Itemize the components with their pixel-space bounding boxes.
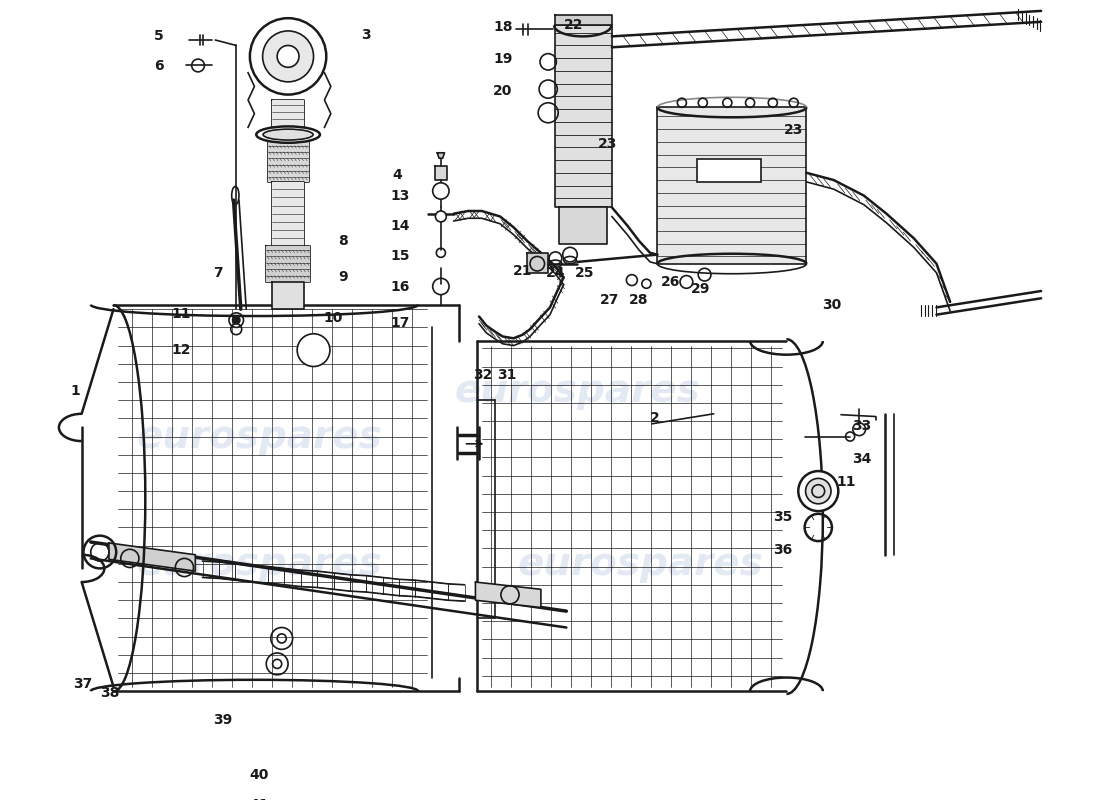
Text: 31: 31 bbox=[497, 368, 517, 382]
Text: 24: 24 bbox=[546, 266, 565, 280]
Polygon shape bbox=[268, 141, 309, 182]
Text: 2: 2 bbox=[650, 411, 660, 426]
Text: 20: 20 bbox=[493, 84, 513, 98]
Circle shape bbox=[277, 46, 299, 67]
Polygon shape bbox=[272, 282, 305, 310]
Text: 23: 23 bbox=[597, 137, 617, 150]
Text: 5: 5 bbox=[154, 30, 164, 43]
Circle shape bbox=[436, 211, 447, 222]
Text: 7: 7 bbox=[213, 266, 223, 280]
Text: 34: 34 bbox=[852, 452, 871, 466]
Text: 21: 21 bbox=[513, 264, 532, 278]
Text: 40: 40 bbox=[250, 768, 268, 782]
Text: 17: 17 bbox=[390, 316, 409, 330]
Text: 3: 3 bbox=[362, 27, 371, 42]
Text: 36: 36 bbox=[773, 543, 792, 558]
Polygon shape bbox=[437, 153, 444, 158]
Text: 18: 18 bbox=[493, 20, 513, 34]
Text: 16: 16 bbox=[390, 280, 409, 294]
Text: 29: 29 bbox=[691, 282, 711, 296]
Circle shape bbox=[805, 478, 830, 504]
Text: 26: 26 bbox=[661, 275, 681, 289]
Text: 9: 9 bbox=[338, 270, 348, 284]
Text: 33: 33 bbox=[852, 418, 871, 433]
Text: 38: 38 bbox=[100, 686, 120, 700]
Text: 11: 11 bbox=[837, 475, 856, 489]
Polygon shape bbox=[554, 14, 612, 26]
Circle shape bbox=[432, 182, 449, 199]
Text: 35: 35 bbox=[773, 510, 792, 523]
Polygon shape bbox=[272, 182, 305, 246]
Text: 1: 1 bbox=[70, 384, 80, 398]
Text: 28: 28 bbox=[629, 293, 649, 307]
Text: 37: 37 bbox=[73, 677, 92, 691]
Text: eurospares: eurospares bbox=[454, 372, 701, 410]
Circle shape bbox=[297, 334, 330, 366]
Polygon shape bbox=[272, 100, 305, 141]
Text: 32: 32 bbox=[473, 368, 493, 382]
Polygon shape bbox=[272, 182, 305, 246]
Polygon shape bbox=[109, 543, 196, 571]
Text: 6: 6 bbox=[154, 59, 164, 74]
Polygon shape bbox=[554, 26, 612, 207]
Text: 23: 23 bbox=[784, 123, 803, 137]
Text: 25: 25 bbox=[575, 266, 594, 280]
Text: 19: 19 bbox=[493, 52, 513, 66]
Bar bbox=[697, 159, 761, 182]
Circle shape bbox=[263, 31, 313, 82]
Text: 12: 12 bbox=[172, 343, 191, 357]
Text: eurospares: eurospares bbox=[518, 545, 763, 583]
Text: 13: 13 bbox=[390, 189, 409, 202]
Polygon shape bbox=[268, 141, 309, 182]
Text: 8: 8 bbox=[338, 234, 348, 248]
Text: eurospares: eurospares bbox=[136, 418, 382, 455]
Text: 41: 41 bbox=[250, 798, 268, 800]
Text: 4: 4 bbox=[393, 168, 403, 182]
Text: 14: 14 bbox=[390, 218, 409, 233]
Polygon shape bbox=[475, 582, 541, 607]
Text: 22: 22 bbox=[564, 18, 583, 33]
Text: 27: 27 bbox=[601, 293, 619, 307]
Polygon shape bbox=[434, 166, 448, 180]
Ellipse shape bbox=[263, 129, 313, 140]
Text: 30: 30 bbox=[823, 298, 842, 312]
Polygon shape bbox=[266, 246, 310, 282]
Text: 39: 39 bbox=[213, 714, 232, 727]
Polygon shape bbox=[559, 207, 607, 244]
Circle shape bbox=[799, 471, 838, 511]
Text: 11: 11 bbox=[172, 306, 191, 321]
Polygon shape bbox=[658, 107, 806, 264]
Polygon shape bbox=[527, 253, 548, 273]
Text: eurospares: eurospares bbox=[136, 545, 382, 583]
Circle shape bbox=[250, 18, 327, 94]
Ellipse shape bbox=[256, 126, 320, 142]
Text: 10: 10 bbox=[323, 311, 343, 326]
Polygon shape bbox=[272, 100, 305, 141]
Polygon shape bbox=[266, 246, 310, 282]
Circle shape bbox=[232, 317, 240, 324]
Text: 15: 15 bbox=[390, 250, 409, 263]
